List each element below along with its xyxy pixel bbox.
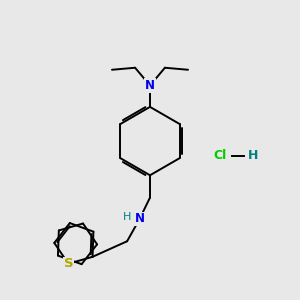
Text: N: N xyxy=(145,79,155,92)
Text: H: H xyxy=(123,212,131,222)
Text: S: S xyxy=(64,257,73,270)
Text: N: N xyxy=(135,212,145,226)
Text: Cl: Cl xyxy=(213,149,226,162)
Text: H: H xyxy=(248,149,258,162)
